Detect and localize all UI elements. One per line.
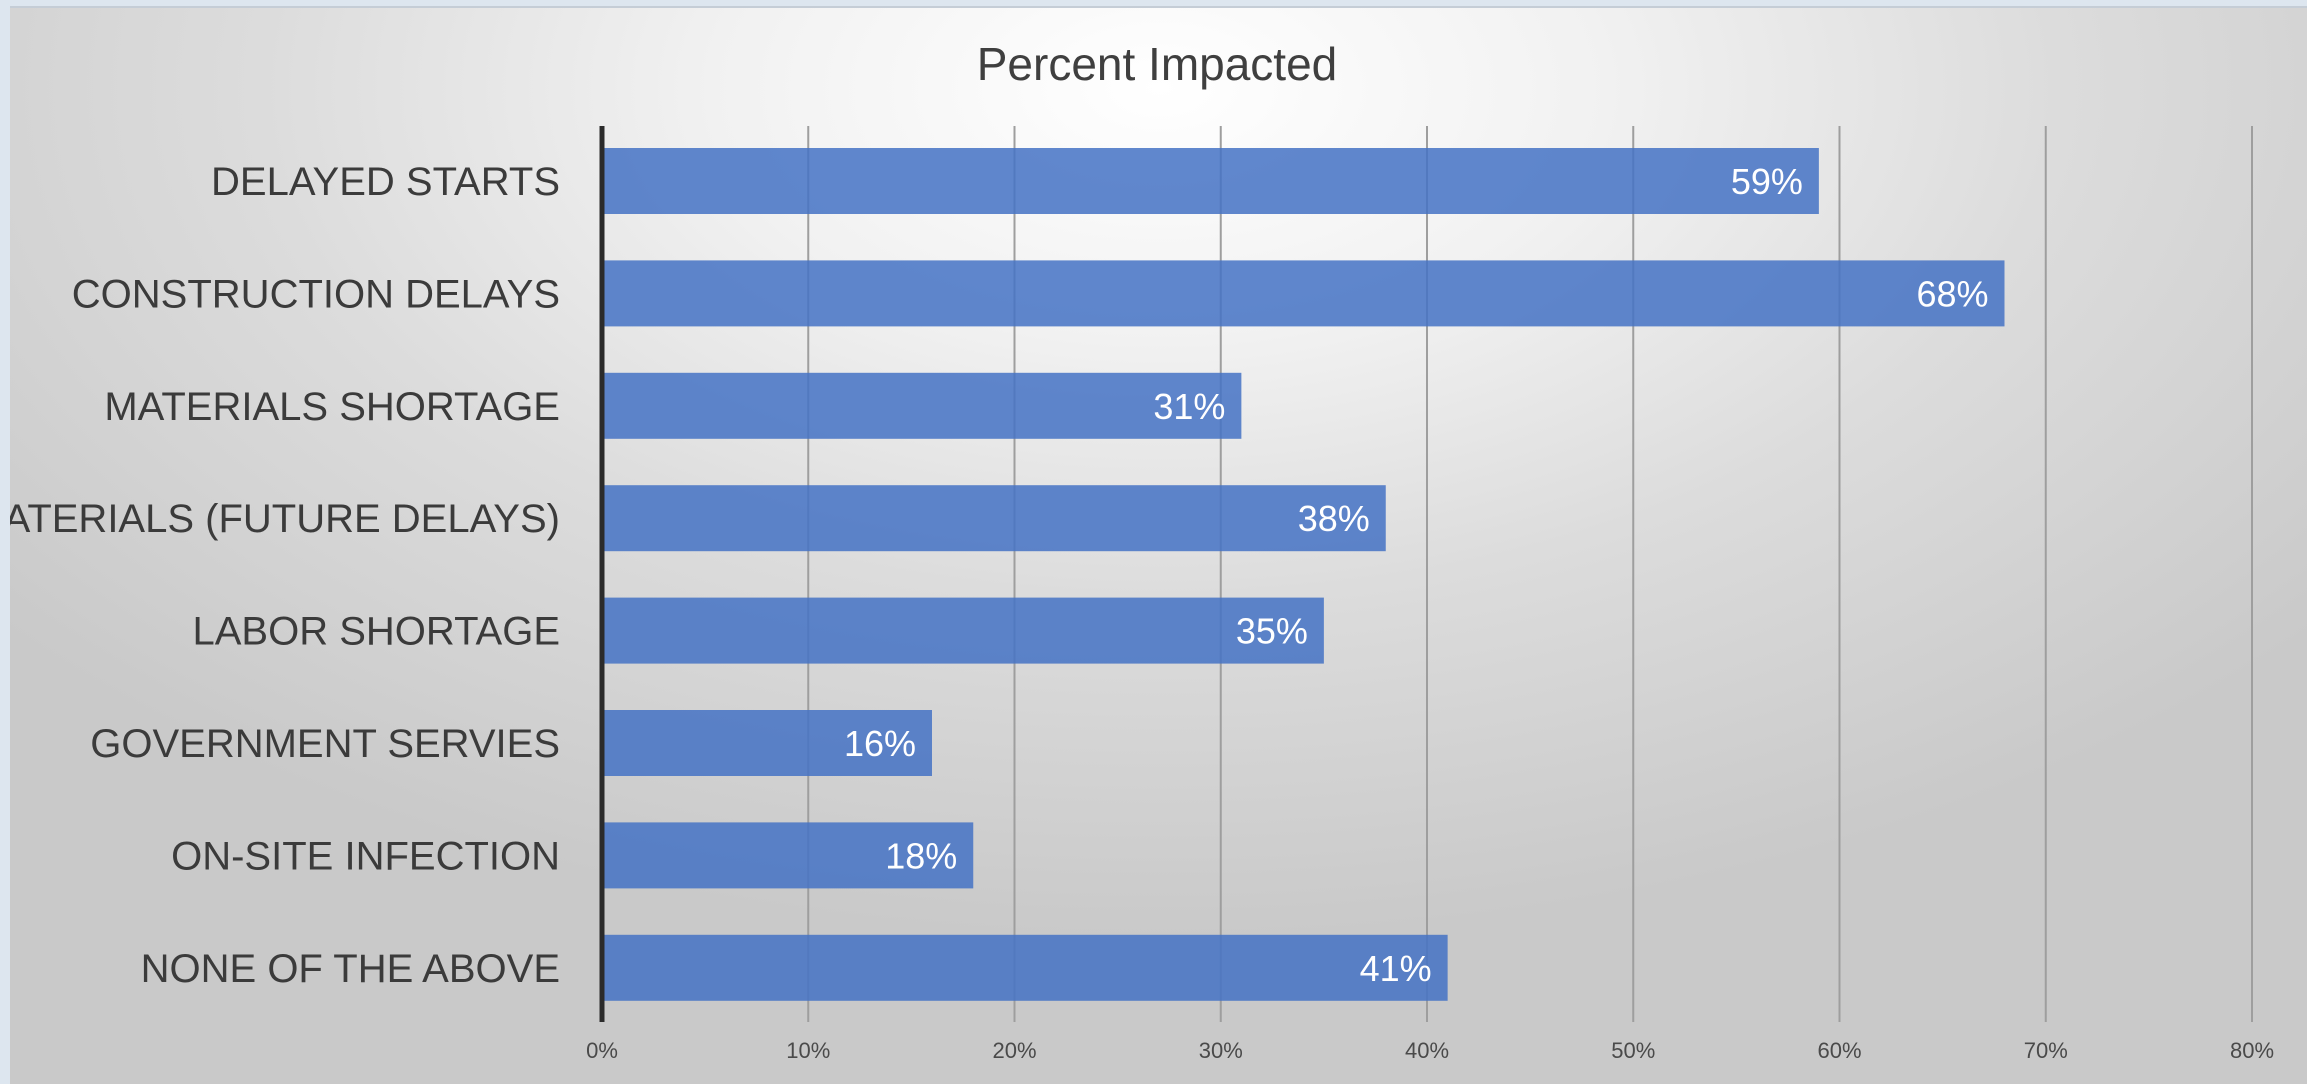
bar-data-label: 38% xyxy=(1298,498,1370,539)
x-tick-label: 0% xyxy=(586,1038,618,1063)
chart-frame: Percent Impacted 59% 68% 31% 38% 35% 16% 18% 41… xyxy=(10,6,2307,1084)
category-label: CONSTRUCTION DELAYS xyxy=(72,272,560,316)
x-tick-label: 70% xyxy=(2024,1038,2068,1063)
bar-data-label: 35% xyxy=(1236,611,1308,652)
category-label: GOVERNMENT SERVIES xyxy=(90,722,560,766)
category-label: NONE OF THE ABOVE xyxy=(141,947,560,991)
bar xyxy=(602,148,1819,214)
x-tick-label: 40% xyxy=(1405,1038,1449,1063)
x-tick-label: 30% xyxy=(1199,1038,1243,1063)
bar xyxy=(602,260,2005,327)
category-label: DELAYED STARTS xyxy=(211,160,560,204)
bar xyxy=(602,710,932,776)
bar-data-label: 41% xyxy=(1360,948,1432,989)
x-tick-label: 10% xyxy=(786,1038,830,1063)
category-label: ON-SITE INFECTION xyxy=(171,834,560,878)
bar xyxy=(602,597,1324,664)
bar xyxy=(602,372,1242,439)
category-label: LABOR SHORTAGE xyxy=(193,610,561,654)
x-axis-tick-labels: 0% 10% 20% 30% 40% 50% 60% 70% 80% xyxy=(586,1038,2274,1063)
bar xyxy=(602,822,974,889)
x-tick-label: 20% xyxy=(992,1038,1036,1063)
category-label: MATERIALS SHORTAGE xyxy=(104,385,560,429)
x-tick-label: 80% xyxy=(2230,1038,2274,1063)
x-tick-label: 50% xyxy=(1611,1038,1655,1063)
category-labels: DELAYED STARTS CONSTRUCTION DELAYS MATERIA… xyxy=(10,160,560,991)
bar-data-label: 59% xyxy=(1731,161,1803,202)
bar xyxy=(602,485,1386,552)
bars: 59% 68% 31% 38% 35% 16% 18% 41% xyxy=(602,148,2005,1001)
bar-chart: Percent Impacted 59% 68% 31% 38% 35% 16% 18% 41… xyxy=(10,38,2274,1063)
x-tick-label: 60% xyxy=(1817,1038,1861,1063)
bar xyxy=(602,934,1448,1001)
bar-data-label: 16% xyxy=(844,723,916,764)
chart-title: Percent Impacted xyxy=(977,38,1338,90)
category-label: MATERIALS (FUTURE DELAYS) xyxy=(10,497,560,541)
bar-data-label: 31% xyxy=(1153,386,1225,427)
bar-data-label: 68% xyxy=(1916,273,1988,314)
bar-data-label: 18% xyxy=(885,835,957,876)
